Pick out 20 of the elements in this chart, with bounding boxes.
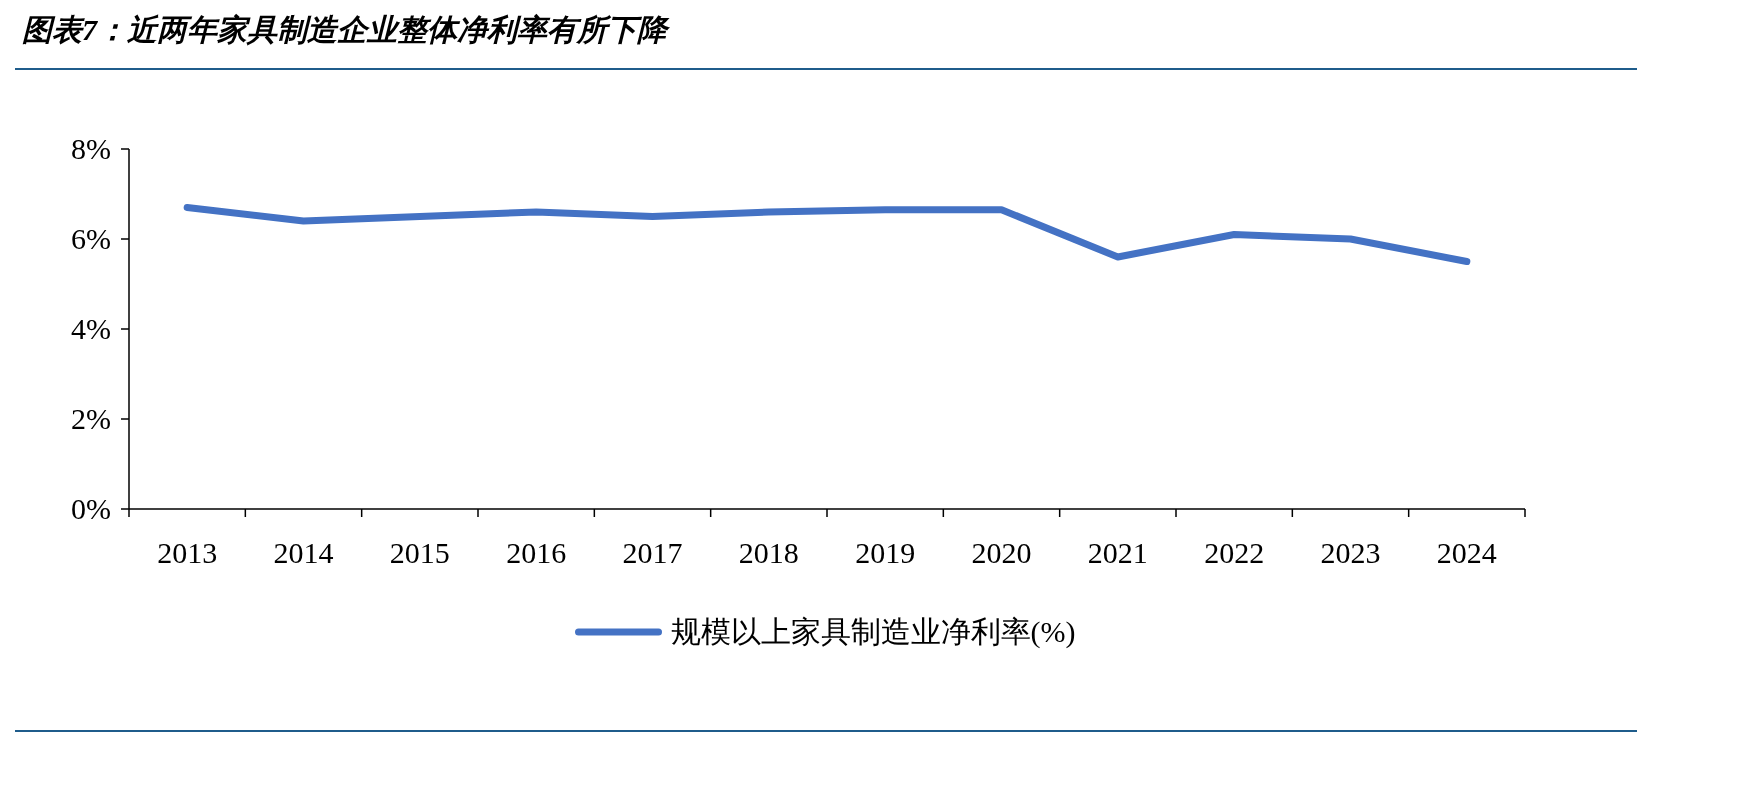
- x-tick-label: 2021: [1087, 536, 1148, 569]
- x-tick-label: 2017: [622, 536, 683, 569]
- x-tick-label: 2014: [273, 536, 334, 569]
- x-tick-label: 2023: [1320, 536, 1381, 569]
- x-tick-label: 2013: [157, 536, 218, 569]
- x-tick-label: 2022: [1204, 536, 1265, 569]
- y-tick-label: 6%: [71, 222, 111, 255]
- x-tick-label: 2020: [971, 536, 1032, 569]
- x-tick-label: 2024: [1436, 536, 1497, 569]
- legend-label: 规模以上家具制造业净利率(%): [670, 615, 1076, 649]
- x-tick-label: 2019: [855, 536, 916, 569]
- x-tick-label: 2015: [389, 536, 450, 569]
- x-tick-label: 2018: [738, 536, 799, 569]
- chart-title: 图表7：近两年家具制造企业整体净利率有所下降: [22, 13, 671, 46]
- y-tick-label: 2%: [71, 402, 111, 435]
- y-tick-label: 0%: [71, 492, 111, 525]
- legend: 规模以上家具制造业净利率(%): [575, 615, 1076, 648]
- y-tick-label: 4%: [71, 312, 111, 345]
- y-tick-label: 8%: [71, 132, 111, 165]
- x-tick-label: 2016: [506, 536, 567, 569]
